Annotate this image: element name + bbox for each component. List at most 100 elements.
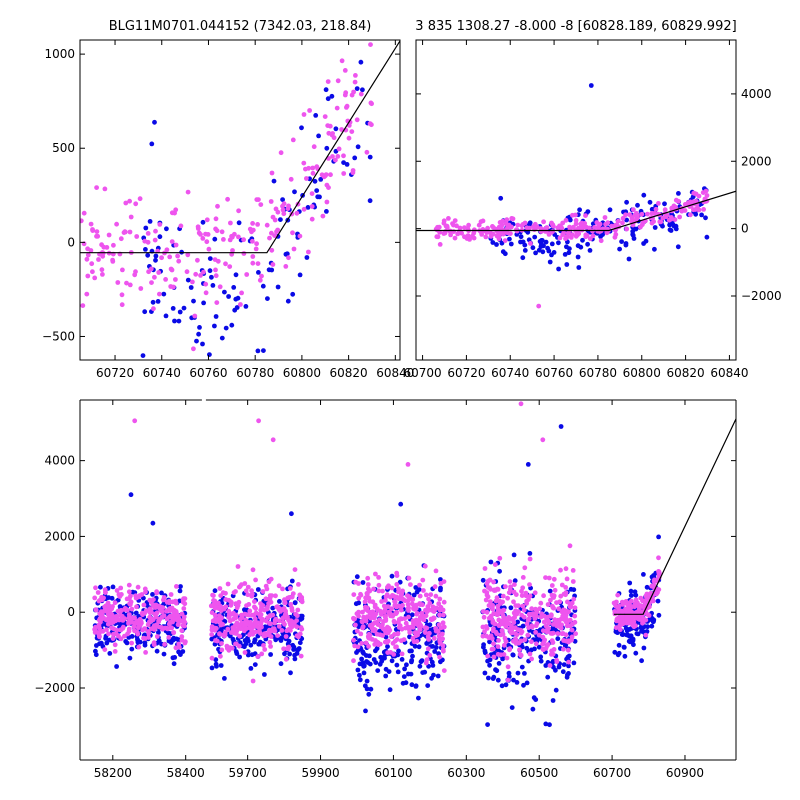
data-point-blue (324, 209, 329, 214)
data-point-pink (485, 578, 491, 584)
data-point-pink (612, 223, 618, 228)
data-point-pink (425, 604, 431, 609)
data-point-pink (149, 280, 154, 285)
data-point-pink (96, 622, 102, 628)
data-point-pink (633, 623, 638, 629)
data-point-pink (394, 582, 400, 587)
data-point-pink (110, 636, 116, 641)
data-point-pink (310, 165, 316, 171)
data-point-pink (442, 230, 448, 236)
x-tick-label: 59900 (301, 766, 339, 780)
data-point-pink (322, 114, 328, 119)
data-point-pink (563, 592, 568, 598)
data-point-pink (236, 208, 242, 214)
data-point-pink (401, 637, 407, 642)
data-point-pink (297, 592, 303, 598)
data-point-pink (632, 213, 638, 218)
data-point-blue (627, 580, 633, 586)
data-point-pink (429, 617, 434, 623)
data-point-blue (200, 219, 206, 225)
data-point-pink (156, 618, 162, 624)
data-point-pink (255, 261, 261, 266)
data-point-pink (392, 599, 398, 605)
data-point-pink (341, 153, 346, 159)
data-point-pink (441, 579, 447, 584)
data-point-blue (207, 268, 213, 274)
data-point-pink (80, 218, 84, 224)
data-point-pink (432, 584, 438, 590)
data-point-pink (408, 582, 413, 587)
data-point-pink (252, 616, 258, 622)
chart-title-top-right: 3 835 1308.27 -8.000 -8 [60828.189, 6082… (415, 19, 736, 34)
data-point-pink (364, 591, 370, 596)
data-point-blue (271, 178, 277, 184)
data-point-pink (500, 612, 506, 618)
data-point-pink (148, 266, 154, 272)
data-point-blue (127, 655, 133, 661)
data-point-blue (422, 669, 428, 675)
data-point-pink (185, 252, 191, 258)
data-point-blue (201, 300, 207, 306)
data-point-pink (349, 129, 355, 135)
data-point-pink (276, 624, 282, 629)
data-point-pink (426, 596, 431, 602)
data-point-pink (244, 603, 249, 608)
data-point-pink (148, 618, 154, 624)
data-point-pink (209, 610, 215, 615)
data-point-pink (495, 612, 500, 617)
data-point-blue (155, 299, 161, 304)
data-point-pink (422, 563, 428, 569)
data-point-pink (507, 579, 513, 584)
data-point-pink (511, 620, 517, 625)
data-point-pink (269, 170, 275, 176)
data-point-pink (213, 619, 219, 624)
data-point-blue (229, 322, 235, 328)
data-point-blue (533, 250, 538, 256)
data-point-blue (402, 666, 407, 672)
data-point-pink (436, 601, 442, 607)
data-point-pink (478, 219, 484, 225)
data-point-pink (270, 262, 276, 267)
data-point-pink (369, 612, 375, 617)
data-point-pink (170, 599, 176, 605)
data-point-pink (482, 629, 487, 634)
data-point-pink (556, 606, 561, 612)
data-point-pink (236, 643, 242, 649)
data-point-pink (105, 612, 111, 617)
plot-area (80, 40, 400, 358)
data-point-pink (209, 626, 215, 632)
data-point-blue (561, 662, 567, 667)
data-point-pink (609, 223, 614, 229)
data-point-pink (524, 621, 530, 627)
data-point-pink (248, 619, 253, 625)
y-tick-label: 2000 (741, 154, 772, 168)
data-point-pink (106, 631, 111, 637)
data-point-pink (420, 577, 426, 583)
data-point-pink (485, 225, 490, 231)
data-point-pink (505, 677, 511, 683)
data-point-pink (307, 108, 312, 113)
data-point-pink (500, 593, 506, 599)
data-point-pink (99, 267, 105, 273)
model-line (613, 418, 736, 615)
data-point-pink (372, 628, 378, 634)
data-point-pink (94, 229, 100, 235)
data-point-pink (499, 628, 505, 633)
data-point-pink (159, 255, 165, 261)
data-point-pink (682, 202, 688, 207)
data-point-blue (358, 59, 364, 65)
data-point-blue (219, 335, 225, 341)
data-point-blue (94, 643, 99, 648)
data-point-pink (371, 586, 376, 592)
data-point-blue (562, 252, 568, 257)
data-point-pink (249, 628, 255, 634)
data-point-pink (262, 647, 268, 652)
data-point-pink (164, 625, 170, 631)
x-tick-label: 58200 (94, 766, 132, 780)
data-point-pink (219, 647, 225, 653)
data-point-pink (428, 592, 434, 597)
data-point-pink (497, 220, 503, 225)
data-point-pink (109, 625, 114, 631)
data-point-blue (277, 599, 282, 604)
data-point-pink (252, 599, 257, 604)
